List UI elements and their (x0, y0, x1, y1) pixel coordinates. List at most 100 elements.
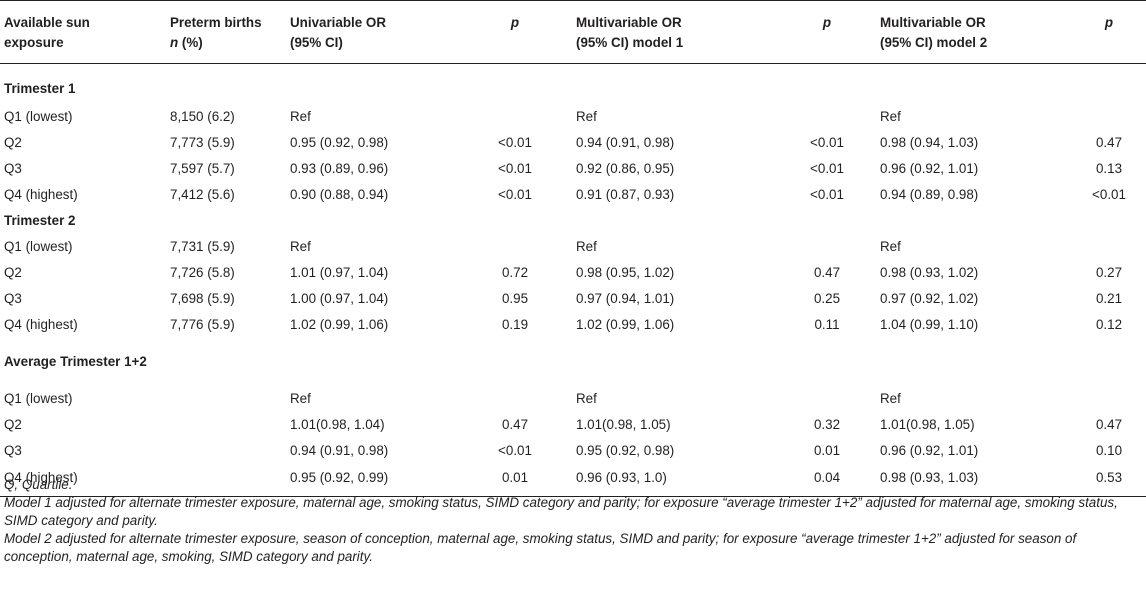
cell-p-model2: 0.27 (1095, 265, 1123, 280)
section-spacer-cell (166, 338, 286, 386)
header-m2-line2: (95% CI) model 2 (880, 35, 988, 50)
cell-p-univariable: 0.72 (501, 265, 529, 280)
cell-univariable-or: Ref (290, 109, 311, 124)
header-p-univariable: p (458, 0, 572, 64)
cell-multivariable-model1: 1.02 (0.99, 1.06) (576, 317, 675, 332)
cell-quartile: Q3 (4, 161, 22, 176)
cell-quartile: Q2 (4, 135, 22, 150)
cell-p-model1 (778, 104, 876, 130)
section-spacer-cell (1072, 64, 1146, 105)
header-row: Available sun exposure Preterm births n … (0, 0, 1146, 64)
cell-p-model1 (778, 386, 876, 412)
cell-multivariable-model1: Ref (576, 391, 597, 406)
header-preterm-births: Preterm births n (%) (166, 0, 286, 64)
cell-p-univariable (458, 104, 572, 130)
cell-multivariable-model2: 0.98 (0.94, 1.03) (880, 135, 979, 150)
cell-multivariable-model2: Ref (880, 109, 901, 124)
cell-multivariable-model2: 1.01(0.98, 1.05) (880, 417, 975, 432)
cell-univariable-or: Ref (290, 391, 311, 406)
cell-multivariable-model1: 1.01(0.98, 1.05) (576, 417, 671, 432)
table-footnotes: Q, Quartile. Model 1 adjusted for altern… (4, 476, 1142, 566)
cell-multivariable-model2: 0.97 (0.92, 1.02) (880, 291, 979, 306)
section-spacer-cell (778, 64, 876, 105)
cell-multivariable-model2: 0.96 (0.92, 1.01) (880, 443, 979, 458)
cell-univariable-or: 1.00 (0.97, 1.04) (290, 291, 389, 306)
cell-preterm-births: 7,698 (5.9) (170, 291, 235, 306)
section-spacer-cell (166, 64, 286, 105)
section-spacer-cell (458, 338, 572, 386)
header-m1-line1: Multivariable OR (576, 15, 682, 30)
cell-quartile: Q3 (4, 291, 22, 306)
header-uni-line1: Univariable OR (290, 15, 386, 30)
cell-quartile: Q4 (highest) (0, 464, 166, 497)
cell-multivariable-model1: 0.91 (0.87, 0.93) (576, 187, 675, 202)
header-p-model1: p (778, 0, 876, 64)
cell-p-model2 (1072, 234, 1146, 260)
cell-p-model1: 0.01 (813, 443, 841, 458)
cell-multivariable-model2: 0.94 (0.89, 0.98) (880, 187, 979, 202)
header-births-n: n (170, 35, 179, 50)
cell-p-model1: 0.47 (813, 265, 841, 280)
table-row: Q2 7,773 (5.9) 0.95 (0.92, 0.98) <0.01 0.94 … (0, 130, 1146, 156)
cell-univariable-or: 0.90 (0.88, 0.94) (290, 187, 389, 202)
cell-p-model1: <0.01 (810, 135, 844, 150)
cell-p-model2: 0.12 (1095, 317, 1123, 332)
section-spacer-cell (458, 208, 572, 234)
cell-preterm-births (166, 412, 286, 438)
cell-p-univariable (458, 234, 572, 260)
cell-preterm-births: 7,773 (5.9) (170, 135, 235, 150)
cell-preterm-births (166, 464, 286, 497)
cell-p-model2: 0.47 (1095, 417, 1123, 432)
table-header: Available sun exposure Preterm births n … (0, 0, 1146, 64)
cell-preterm-births: 7,726 (5.8) (170, 265, 235, 280)
section-spacer-cell (166, 208, 286, 234)
section-title: Trimester 1 (4, 81, 76, 96)
cell-quartile: Q1 (lowest) (4, 109, 73, 124)
section-spacer-cell (876, 64, 1072, 105)
section-spacer-cell (572, 208, 778, 234)
cell-multivariable-model1: 0.96 (0.93, 1.0) (572, 464, 778, 497)
header-p-model2: p (1072, 0, 1146, 64)
cell-quartile: Q4 (highest) (4, 317, 78, 332)
cell-multivariable-model1: 0.94 (0.91, 0.98) (576, 135, 675, 150)
table-body: Trimester 1 Q1 (lowest) 8,150 (6.2) Ref Ref R… (0, 64, 1146, 497)
results-table-container: Available sun exposure Preterm births n … (0, 0, 1146, 497)
cell-multivariable-model2: Ref (880, 391, 901, 406)
cell-preterm-births: 7,597 (5.7) (170, 161, 235, 176)
cell-p-model2 (1072, 104, 1146, 130)
section-spacer-cell (286, 64, 458, 105)
cell-preterm-births: 8,150 (6.2) (170, 109, 235, 124)
cell-preterm-births: 7,776 (5.9) (170, 317, 235, 332)
table-row: Q2 1.01(0.98, 1.04) 0.47 1.01(0.98, 1.05) 0.… (0, 412, 1146, 438)
cell-multivariable-model2: Ref (880, 239, 901, 254)
cell-multivariable-model2: 0.98 (0.93, 1.03) (876, 464, 1072, 497)
cell-multivariable-model2: 0.96 (0.92, 1.01) (880, 161, 979, 176)
table-row: Q3 7,698 (5.9) 1.00 (0.97, 1.04) 0.95 0.97 (… (0, 286, 1146, 312)
cell-p-univariable: <0.01 (498, 187, 532, 202)
cell-multivariable-model1: 0.95 (0.92, 0.98) (576, 443, 675, 458)
results-table: Available sun exposure Preterm births n … (0, 0, 1146, 497)
cell-p-univariable: <0.01 (498, 135, 532, 150)
cell-p-model2: 0.21 (1095, 291, 1123, 306)
header-births-label: Preterm births (170, 15, 262, 30)
cell-p-model2: 0.53 (1072, 464, 1146, 497)
cell-univariable-or: Ref (290, 239, 311, 254)
section-spacer-cell (1072, 338, 1146, 386)
section-spacer-cell (876, 338, 1072, 386)
cell-p-model1 (778, 234, 876, 260)
cell-multivariable-model1: Ref (576, 239, 597, 254)
cell-quartile: Q2 (4, 417, 22, 432)
header-univariable-or: Univariable OR (95% CI) (286, 0, 458, 64)
section-spacer-cell (572, 64, 778, 105)
cell-multivariable-model1: 0.92 (0.86, 0.95) (576, 161, 675, 176)
cell-p-model1: <0.01 (810, 161, 844, 176)
cell-p-model2: 0.13 (1095, 161, 1123, 176)
section-header-row: Trimester 1 (0, 64, 1146, 105)
header-births-pct: (%) (178, 35, 203, 50)
table-row: Q1 (lowest) 7,731 (5.9) Ref Ref Ref (0, 234, 1146, 260)
cell-preterm-births (166, 438, 286, 464)
cell-p-univariable: 0.47 (501, 417, 529, 432)
cell-univariable-or: 1.02 (0.99, 1.06) (290, 317, 389, 332)
section-spacer-cell (572, 338, 778, 386)
cell-quartile: Q1 (lowest) (4, 239, 73, 254)
